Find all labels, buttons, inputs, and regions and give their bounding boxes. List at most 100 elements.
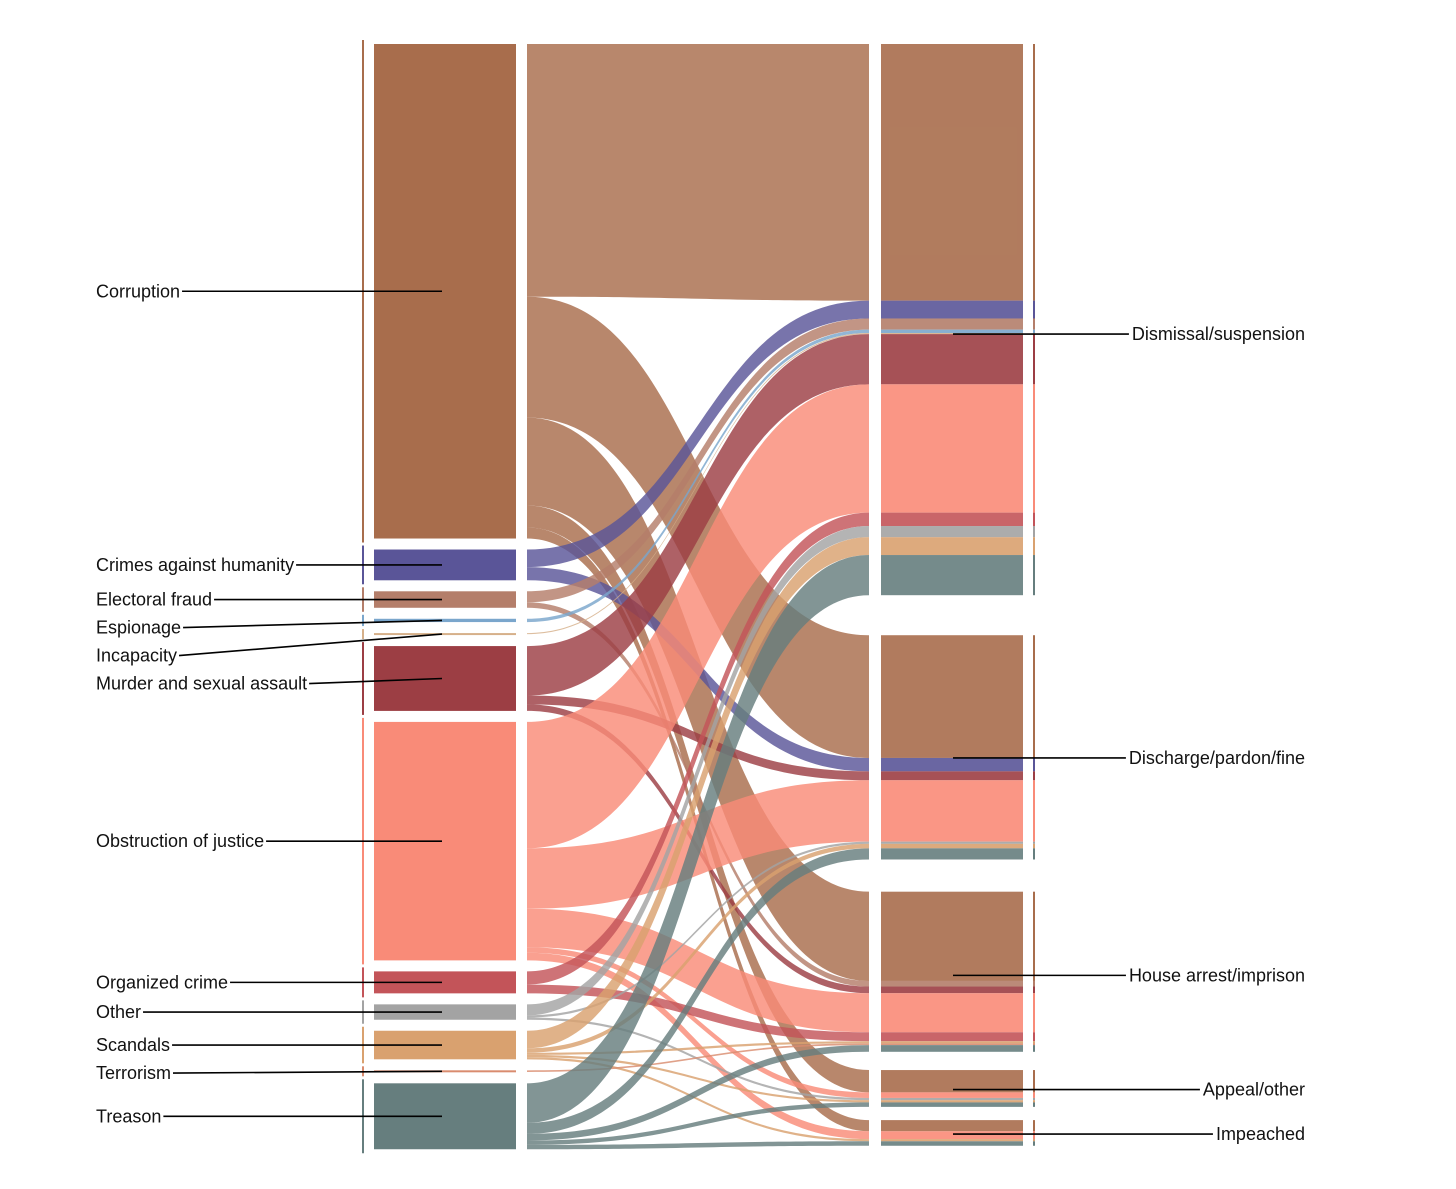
- flow-electoral-fraud-to-dismissal-suspension: [527, 318, 869, 603]
- right-axis-strip-0: [1033, 44, 1035, 301]
- right-segment-treason-impeached: [881, 1141, 1023, 1146]
- right-axis-strip-11: [1033, 334, 1035, 385]
- right-segment-corruption-house-arrest-imprison: [881, 891, 1023, 981]
- right-label-discharge-pardon-fine: Discharge/pardon/fine: [1129, 748, 1305, 768]
- right-segment-scandals-discharge-pardon-fine: [881, 843, 1023, 849]
- right-segment-murder-and-sexual-assault-dismissal-suspension: [881, 334, 1023, 385]
- right-segment-treason-discharge-pardon-fine: [881, 848, 1023, 860]
- left-label-corruption: Corruption: [96, 281, 180, 301]
- flow-obstruction-of-justice-to-impeached: [527, 952, 869, 1140]
- right-axis-strip-6: [1033, 757, 1035, 772]
- right-segment-treason-dismissal-suspension: [881, 555, 1023, 596]
- right-axis-strip-2: [1033, 891, 1035, 981]
- left-label-organized-crime: Organized crime: [96, 972, 228, 992]
- left-label-murder-and-sexual-assault: Murder and sexual assault: [96, 674, 307, 694]
- right-axis-strip-12: [1033, 771, 1035, 781]
- right-axis-strip-1: [1033, 635, 1035, 758]
- left-label-obstruction-of-justice: Obstruction of justice: [96, 831, 264, 851]
- flow-treason-to-discharge-pardon-fine: [527, 848, 869, 1134]
- flow-incapacity-to-dismissal-suspension: [527, 332, 869, 635]
- right-axis-strip-14: [1033, 384, 1035, 513]
- left-label-treason: Treason: [96, 1106, 161, 1126]
- left-leader-terrorism: [172, 1070, 443, 1074]
- flow-espionage-to-dismissal-suspension: [527, 329, 869, 623]
- right-segment-obstruction-of-justice-house-arrest-imprison: [881, 993, 1023, 1033]
- flow-corruption-to-house-arrest-imprison: [527, 417, 869, 981]
- flow-obstruction-of-justice-to-house-arrest-imprison: [527, 908, 869, 1033]
- left-label-crimes-against-humanity: Crimes against humanity: [96, 555, 294, 575]
- right-axis-strip-17: [1033, 1092, 1035, 1098]
- left-node-organized-crime: [374, 971, 516, 994]
- right-axis-strip-22: [1033, 841, 1035, 844]
- right-segment-obstruction-of-justice-appeal-other: [881, 1092, 1023, 1098]
- flow-obstruction-of-justice-to-appeal-other: [527, 947, 869, 1098]
- right-axis-strip-16: [1033, 993, 1035, 1033]
- right-axis-strip-7: [1033, 318, 1035, 330]
- flow-other-to-dismissal-suspension: [527, 526, 869, 1016]
- right-segment-other-appeal-other: [881, 1097, 1023, 1101]
- left-node-espionage: [374, 618, 516, 623]
- right-axis-strip-20: [1033, 1032, 1035, 1042]
- flow-murder-and-sexual-assault-to-dismissal-suspension: [527, 334, 869, 696]
- left-leader-incapacity: [178, 633, 443, 657]
- left-node-incapacity: [374, 633, 516, 636]
- right-node-layer: [881, 44, 1035, 1146]
- right-label-appeal-other: Appeal/other: [1203, 1080, 1305, 1100]
- right-segment-scandals-appeal-other: [881, 1100, 1023, 1103]
- label-leader-layer: [143, 290, 1213, 1135]
- right-axis-strip-8: [1033, 980, 1035, 987]
- right-segment-electoral-fraud-house-arrest-imprison: [881, 980, 1023, 987]
- right-segment-crimes-against-humanity-discharge-pardon-fine: [881, 757, 1023, 772]
- flow-layer: [527, 44, 869, 1150]
- flow-murder-and-sexual-assault-to-discharge-pardon-fine: [527, 695, 869, 781]
- flow-other-to-appeal-other: [527, 1017, 869, 1101]
- right-axis-strip-3: [1033, 1070, 1035, 1093]
- right-axis-strip-9: [1033, 329, 1035, 333]
- right-segment-corruption-discharge-pardon-fine: [881, 635, 1023, 758]
- right-segment-scandals-impeached: [881, 1139, 1023, 1142]
- right-segment-treason-appeal-other: [881, 1102, 1023, 1107]
- flow-obstruction-of-justice-to-dismissal-suspension: [527, 384, 869, 849]
- right-axis-strip-32: [1033, 1045, 1035, 1052]
- left-axis-strip-murder-and-sexual-assault: [362, 642, 364, 715]
- right-axis-strip-25: [1033, 843, 1035, 849]
- right-segment-other-dismissal-suspension: [881, 526, 1023, 538]
- right-segment-terrorism-house-arrest-imprison: [881, 1043, 1023, 1046]
- right-axis-strip-34: [1033, 1141, 1035, 1146]
- left-node-terrorism: [374, 1070, 516, 1073]
- left-node-electoral-fraud: [374, 591, 516, 608]
- right-axis-strip-5: [1033, 300, 1035, 319]
- right-segment-obstruction-of-justice-impeached: [881, 1131, 1023, 1140]
- left-node-murder-and-sexual-assault: [374, 646, 516, 711]
- right-segment-scandals-dismissal-suspension: [881, 537, 1023, 556]
- left-label-espionage: Espionage: [96, 618, 181, 638]
- right-segment-organized-crime-house-arrest-imprison: [881, 1032, 1023, 1042]
- left-label-other: Other: [96, 1002, 141, 1022]
- right-axis-strip-21: [1033, 526, 1035, 538]
- right-segment-treason-house-arrest-imprison: [881, 1045, 1023, 1052]
- right-segment-corruption-impeached: [881, 1120, 1023, 1132]
- left-leader-espionage: [183, 619, 443, 629]
- left-node-other: [374, 1004, 516, 1020]
- flow-treason-to-dismissal-suspension: [527, 555, 869, 1123]
- flow-other-to-discharge-pardon-fine: [527, 841, 869, 1018]
- right-segment-murder-and-sexual-assault-discharge-pardon-fine: [881, 771, 1023, 781]
- right-label-impeached: Impeached: [1216, 1124, 1305, 1144]
- right-label-house-arrest-imprison: House arrest/imprison: [1129, 965, 1305, 985]
- right-segment-corruption-dismissal-suspension: [881, 44, 1023, 301]
- left-axis-strip-incapacity: [362, 629, 364, 640]
- left-node-layer: [362, 40, 516, 1154]
- right-axis-strip-31: [1033, 848, 1035, 860]
- flow-treason-to-impeached: [527, 1141, 869, 1150]
- flow-scandals-to-appeal-other: [527, 1054, 869, 1103]
- right-axis-strip-33: [1033, 1102, 1035, 1107]
- flow-scandals-to-dismissal-suspension: [527, 537, 869, 1049]
- right-axis-strip-13: [1033, 986, 1035, 994]
- flow-treason-to-house-arrest-imprison: [527, 1045, 869, 1141]
- right-segment-corruption-appeal-other: [881, 1070, 1023, 1093]
- right-axis-strip-28: [1033, 1139, 1035, 1142]
- right-label-dismissal-suspension: Dismissal/suspension: [1132, 324, 1305, 344]
- left-label-incapacity: Incapacity: [96, 646, 177, 666]
- right-axis-strip-15: [1033, 780, 1035, 842]
